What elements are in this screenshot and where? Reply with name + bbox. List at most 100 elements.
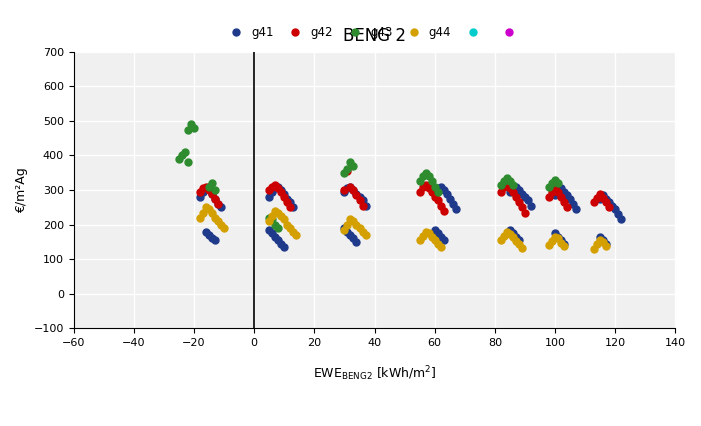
g42 bbox=[438, 207, 449, 214]
g41 bbox=[513, 237, 524, 244]
g41 bbox=[357, 197, 368, 204]
g44 bbox=[339, 226, 350, 233]
g41 bbox=[348, 187, 359, 193]
g41 bbox=[613, 211, 624, 218]
g41 bbox=[522, 197, 533, 204]
g44 bbox=[200, 204, 212, 211]
g41 bbox=[285, 199, 296, 206]
g44 bbox=[432, 240, 443, 247]
g44 bbox=[342, 221, 353, 228]
g41 bbox=[438, 187, 449, 193]
g41 bbox=[562, 192, 573, 199]
Text: EWE$_{\mathregular{BENG2}}$ [kWh/m$^2$]: EWE$_{\mathregular{BENG2}}$ [kWh/m$^2$] bbox=[313, 364, 437, 383]
g44 bbox=[508, 234, 519, 241]
g42 bbox=[275, 188, 287, 195]
g43 bbox=[182, 159, 193, 166]
g44 bbox=[547, 237, 558, 244]
g42 bbox=[203, 187, 215, 193]
g43 bbox=[543, 183, 554, 190]
g41 bbox=[339, 188, 350, 195]
g44 bbox=[210, 214, 221, 221]
g43 bbox=[342, 166, 353, 173]
g44 bbox=[345, 216, 356, 223]
g42 bbox=[508, 188, 519, 195]
g44 bbox=[282, 221, 293, 228]
g42 bbox=[354, 197, 365, 204]
g43 bbox=[550, 176, 561, 183]
g41 bbox=[264, 193, 275, 200]
g43 bbox=[266, 216, 278, 223]
g42 bbox=[498, 183, 510, 190]
g41 bbox=[270, 185, 281, 192]
g41 bbox=[264, 226, 275, 233]
g41 bbox=[598, 192, 609, 199]
g42 bbox=[264, 187, 275, 193]
g43 bbox=[348, 162, 359, 169]
g44 bbox=[348, 218, 359, 225]
g42 bbox=[562, 204, 573, 211]
g41 bbox=[508, 230, 519, 237]
g41 bbox=[504, 226, 515, 233]
g41 bbox=[508, 185, 519, 192]
g41 bbox=[555, 185, 566, 192]
g41 bbox=[438, 237, 449, 244]
g44 bbox=[198, 209, 209, 216]
g41 bbox=[615, 216, 627, 223]
g44 bbox=[287, 228, 299, 235]
g43 bbox=[417, 173, 428, 180]
g41 bbox=[447, 201, 458, 207]
g42 bbox=[414, 188, 426, 195]
g44 bbox=[589, 245, 600, 252]
g41 bbox=[610, 206, 621, 213]
g42 bbox=[266, 183, 278, 190]
g42 bbox=[432, 197, 443, 204]
g43 bbox=[203, 183, 215, 190]
g41 bbox=[504, 188, 515, 195]
g41 bbox=[200, 185, 212, 192]
g42 bbox=[555, 193, 566, 200]
g44 bbox=[219, 225, 230, 231]
g41 bbox=[513, 187, 524, 193]
g41 bbox=[273, 237, 284, 244]
g42 bbox=[348, 187, 359, 193]
g44 bbox=[555, 239, 566, 246]
g41 bbox=[594, 233, 606, 240]
g41 bbox=[279, 244, 290, 250]
g41 bbox=[348, 235, 359, 242]
g42 bbox=[200, 183, 212, 190]
g43 bbox=[177, 152, 188, 159]
g43 bbox=[270, 221, 281, 228]
g41 bbox=[526, 202, 537, 209]
g41 bbox=[510, 233, 522, 240]
g41 bbox=[429, 188, 440, 195]
g42 bbox=[501, 181, 512, 188]
g43 bbox=[345, 159, 356, 166]
g41 bbox=[598, 237, 609, 244]
g41 bbox=[287, 204, 299, 211]
g42 bbox=[345, 183, 356, 190]
g41 bbox=[342, 228, 353, 235]
g41 bbox=[552, 188, 564, 195]
g42 bbox=[351, 192, 362, 199]
g41 bbox=[552, 233, 564, 240]
g43 bbox=[501, 175, 512, 181]
g42 bbox=[594, 191, 606, 198]
g44 bbox=[285, 225, 296, 231]
g42 bbox=[423, 185, 435, 192]
g44 bbox=[601, 243, 612, 250]
g41 bbox=[203, 232, 215, 239]
g42 bbox=[517, 204, 528, 211]
g41 bbox=[450, 206, 461, 213]
g44 bbox=[552, 235, 564, 242]
g42 bbox=[270, 181, 281, 188]
g42 bbox=[207, 190, 218, 197]
Y-axis label: €/m²Ag: €/m²Ag bbox=[15, 167, 28, 213]
g41 bbox=[360, 202, 371, 209]
g42 bbox=[592, 194, 603, 201]
g41 bbox=[606, 202, 618, 209]
g41 bbox=[279, 190, 290, 197]
g43 bbox=[414, 178, 426, 185]
g44 bbox=[414, 237, 426, 244]
g42 bbox=[279, 193, 290, 200]
g41 bbox=[210, 237, 221, 244]
